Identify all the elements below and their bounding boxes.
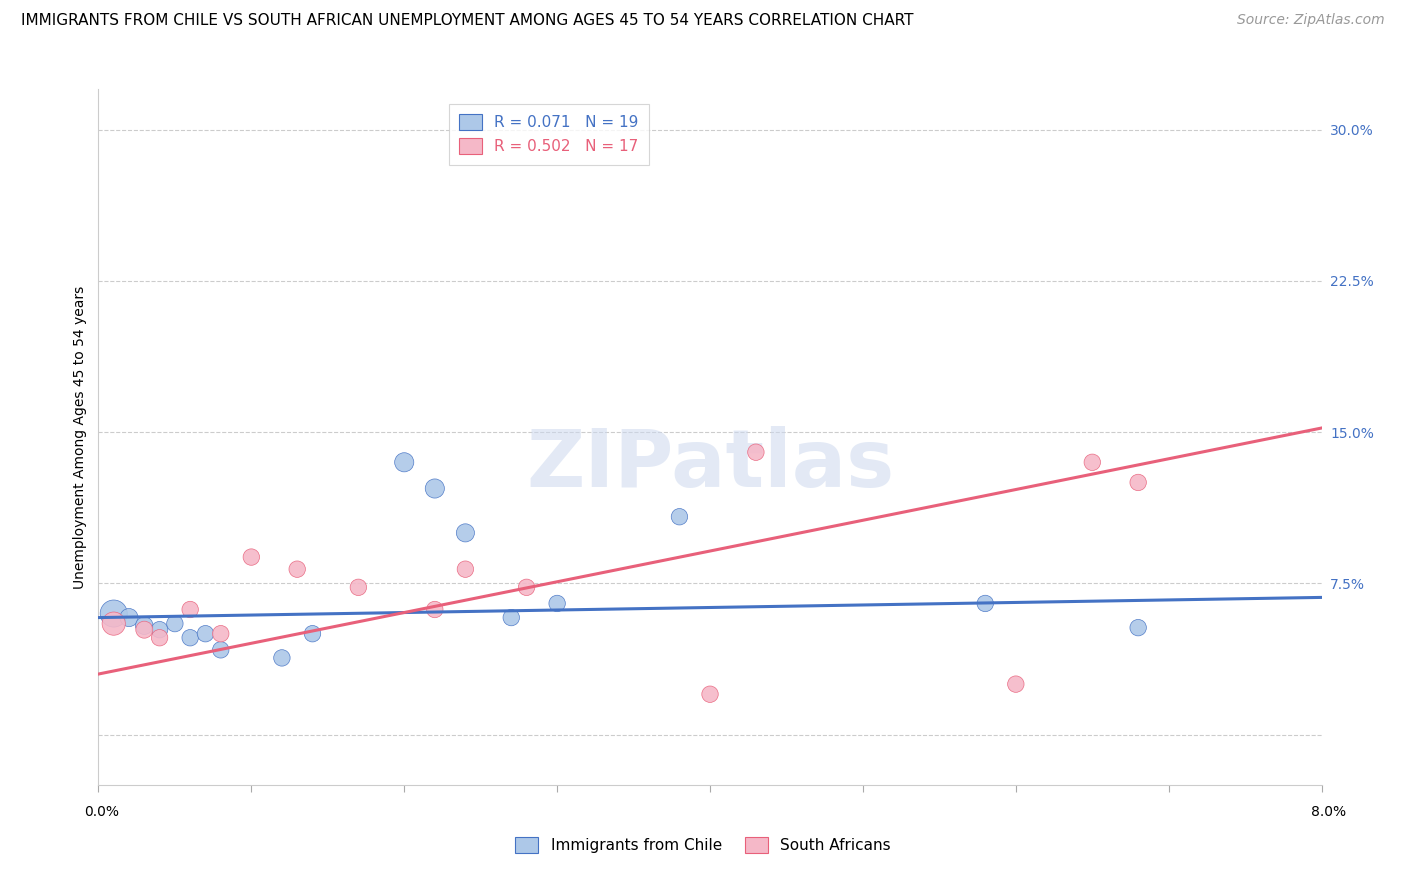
Text: IMMIGRANTS FROM CHILE VS SOUTH AFRICAN UNEMPLOYMENT AMONG AGES 45 TO 54 YEARS CO: IMMIGRANTS FROM CHILE VS SOUTH AFRICAN U… bbox=[21, 13, 914, 29]
Y-axis label: Unemployment Among Ages 45 to 54 years: Unemployment Among Ages 45 to 54 years bbox=[73, 285, 87, 589]
Point bbox=[454, 562, 477, 576]
Point bbox=[347, 580, 370, 594]
Point bbox=[501, 610, 523, 624]
Point bbox=[149, 623, 172, 637]
Text: Source: ZipAtlas.com: Source: ZipAtlas.com bbox=[1237, 13, 1385, 28]
Point bbox=[423, 602, 446, 616]
Point bbox=[301, 626, 323, 640]
Point bbox=[118, 610, 141, 624]
Point bbox=[974, 597, 997, 611]
Point bbox=[1004, 677, 1026, 691]
Point bbox=[149, 631, 172, 645]
Point bbox=[423, 482, 446, 496]
Point bbox=[103, 616, 125, 631]
Point bbox=[103, 607, 125, 621]
Point bbox=[179, 602, 201, 616]
Point bbox=[546, 597, 568, 611]
Point bbox=[134, 623, 156, 637]
Point bbox=[134, 618, 156, 632]
Text: ZIPatlas: ZIPatlas bbox=[526, 425, 894, 504]
Point bbox=[1128, 621, 1150, 635]
Point bbox=[179, 631, 201, 645]
Point bbox=[163, 616, 186, 631]
Point bbox=[454, 525, 477, 540]
Point bbox=[270, 651, 294, 665]
Point bbox=[392, 455, 416, 469]
Legend: R = 0.071   N = 19, R = 0.502   N = 17: R = 0.071 N = 19, R = 0.502 N = 17 bbox=[449, 103, 650, 165]
Text: 0.0%: 0.0% bbox=[84, 805, 118, 819]
Legend: Immigrants from Chile, South Africans: Immigrants from Chile, South Africans bbox=[506, 828, 900, 862]
Point bbox=[285, 562, 308, 576]
Point bbox=[209, 643, 232, 657]
Point bbox=[1081, 455, 1104, 469]
Point bbox=[745, 445, 768, 459]
Point bbox=[209, 626, 232, 640]
Point bbox=[194, 626, 217, 640]
Point bbox=[516, 580, 538, 594]
Point bbox=[668, 509, 690, 524]
Point bbox=[699, 687, 721, 701]
Text: 8.0%: 8.0% bbox=[1312, 805, 1346, 819]
Point bbox=[240, 550, 263, 565]
Point bbox=[1128, 475, 1150, 490]
